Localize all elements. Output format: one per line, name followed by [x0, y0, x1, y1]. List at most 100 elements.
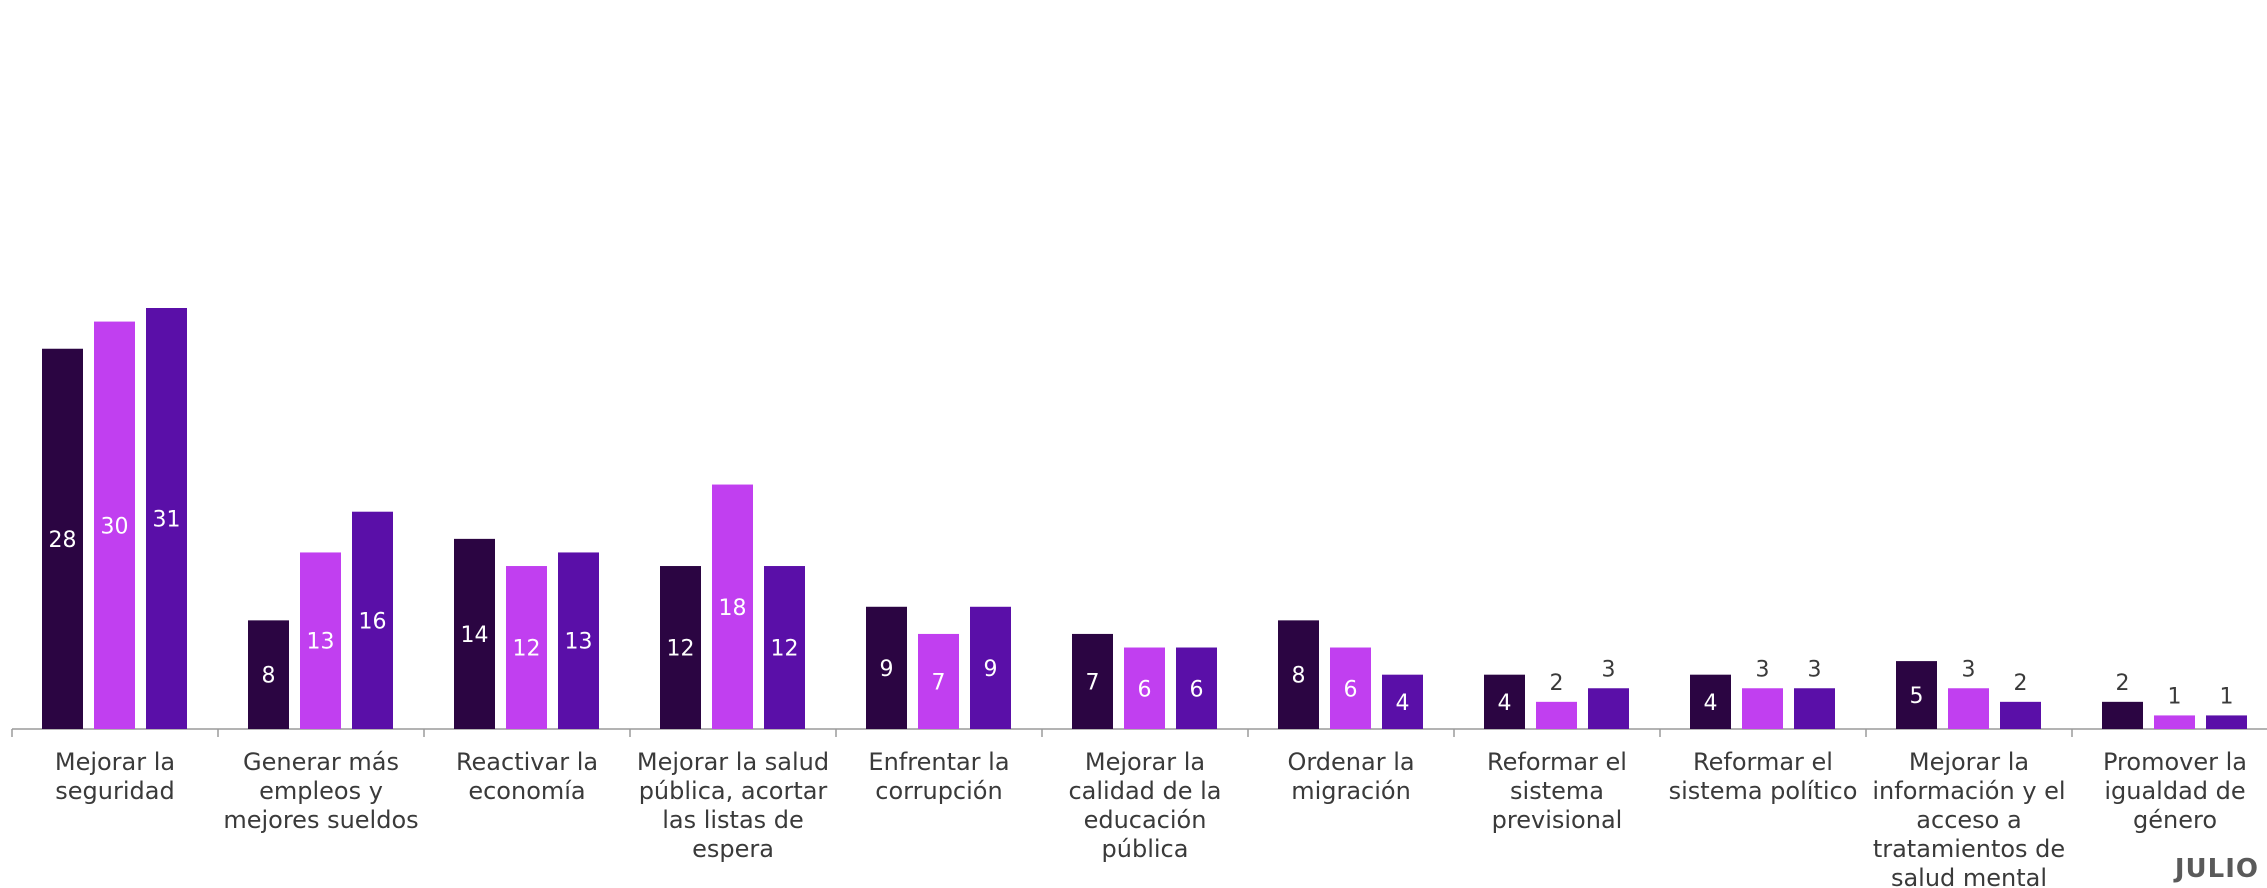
bar: [352, 511, 393, 729]
bar: [1794, 688, 1835, 729]
category-label: tratamientos de: [1873, 835, 2065, 863]
category-label: las listas de: [662, 806, 804, 834]
data-label: 3: [1808, 657, 1822, 682]
category-label: acceso a: [1916, 806, 2021, 834]
data-label: 12: [771, 637, 799, 662]
category-label: migración: [1291, 777, 1411, 805]
data-label: 7: [932, 670, 946, 695]
data-label: 12: [513, 637, 541, 662]
category-label: mejores sueldos: [223, 806, 418, 834]
bar: [764, 566, 805, 729]
category-label: calidad de la: [1068, 777, 1221, 805]
data-label: 6: [1344, 677, 1358, 702]
category-label: previsional: [1492, 806, 1623, 834]
category-label: Ordenar la: [1287, 748, 1414, 776]
category-label: corrupción: [875, 777, 1002, 805]
category-label: Mejorar la: [55, 748, 175, 776]
bar: [866, 606, 907, 729]
bar: [1278, 620, 1319, 729]
data-label: 9: [984, 657, 998, 682]
data-label: 3: [1962, 657, 1976, 682]
data-label: 13: [565, 630, 593, 655]
bar: [2102, 701, 2143, 729]
bar: [2000, 701, 2041, 729]
category-label: Mejorar la: [1085, 748, 1205, 776]
bar: [1690, 674, 1731, 729]
data-label: 2: [2116, 671, 2130, 696]
category-label: Promover la: [2103, 748, 2247, 776]
bar: [1484, 674, 1525, 729]
data-label: 1: [2168, 684, 2182, 709]
data-label: 30: [101, 514, 129, 539]
bar: [558, 552, 599, 729]
data-label: 28: [49, 528, 77, 553]
data-label: 7: [1086, 670, 1100, 695]
data-label: 8: [1292, 664, 1306, 689]
bar: [146, 308, 187, 729]
bar: [970, 606, 1011, 729]
bar: [660, 566, 701, 729]
category-label: seguridad: [55, 777, 174, 805]
category-label: salud mental: [1891, 864, 2047, 888]
bar: [1072, 633, 1113, 729]
bar: [300, 552, 341, 729]
category-label: Reformar el: [1487, 748, 1627, 776]
bar: [1124, 647, 1165, 729]
category-label: Reformar el: [1693, 748, 1833, 776]
category-label: Mejorar la salud: [637, 748, 829, 776]
bar: [42, 348, 83, 729]
data-label: 31: [153, 508, 181, 533]
bar: [1382, 674, 1423, 729]
data-label: 3: [1756, 657, 1770, 682]
bar: [918, 633, 959, 729]
category-label: Mejorar la: [1909, 748, 2029, 776]
category-label: pública, acortar: [639, 777, 828, 805]
data-label: 4: [1396, 691, 1410, 716]
category-label: sistema político: [1669, 777, 1858, 805]
category-label: información y el: [1872, 777, 2065, 805]
bar: [1896, 661, 1937, 729]
category-label: economía: [468, 777, 585, 805]
data-label: 4: [1704, 691, 1718, 716]
category-label: Reactivar la: [456, 748, 598, 776]
bar: [1330, 647, 1371, 729]
category-label: espera: [692, 835, 774, 863]
data-label: 6: [1138, 677, 1152, 702]
data-label: 13: [307, 630, 335, 655]
data-label: 14: [461, 623, 489, 648]
data-label: 8: [262, 664, 276, 689]
bar: [2206, 715, 2247, 729]
data-label: 5: [1910, 684, 1924, 709]
category-label: género: [2133, 806, 2217, 834]
category-label: educación: [1084, 806, 1207, 834]
bar: [1536, 701, 1577, 729]
bar: [506, 566, 547, 729]
category-label: Enfrentar la: [868, 748, 1009, 776]
data-label: 9: [880, 657, 894, 682]
bar: [1742, 688, 1783, 729]
bar: [1588, 688, 1629, 729]
data-label: 12: [667, 637, 695, 662]
bar: [454, 538, 495, 729]
category-label: pública: [1102, 835, 1189, 863]
category-label: sistema: [1510, 777, 1604, 805]
data-label: 16: [359, 609, 387, 634]
category-label: empleos y: [259, 777, 383, 805]
bar: [712, 484, 753, 729]
bar: [94, 321, 135, 729]
data-label: 4: [1498, 691, 1512, 716]
bar: [2154, 715, 2195, 729]
data-label: 18: [719, 596, 747, 621]
brand-logo: JULIO: [2174, 854, 2259, 884]
category-label: Generar más: [243, 748, 399, 776]
data-label: 2: [1550, 671, 1564, 696]
bar: [1176, 647, 1217, 729]
data-label: 6: [1190, 677, 1204, 702]
bar: [1948, 688, 1989, 729]
category-label: igualdad de: [2104, 777, 2245, 805]
data-label: 2: [2014, 671, 2028, 696]
bar: [248, 620, 289, 729]
data-label: 3: [1602, 657, 1616, 682]
data-label: 1: [2220, 684, 2234, 709]
